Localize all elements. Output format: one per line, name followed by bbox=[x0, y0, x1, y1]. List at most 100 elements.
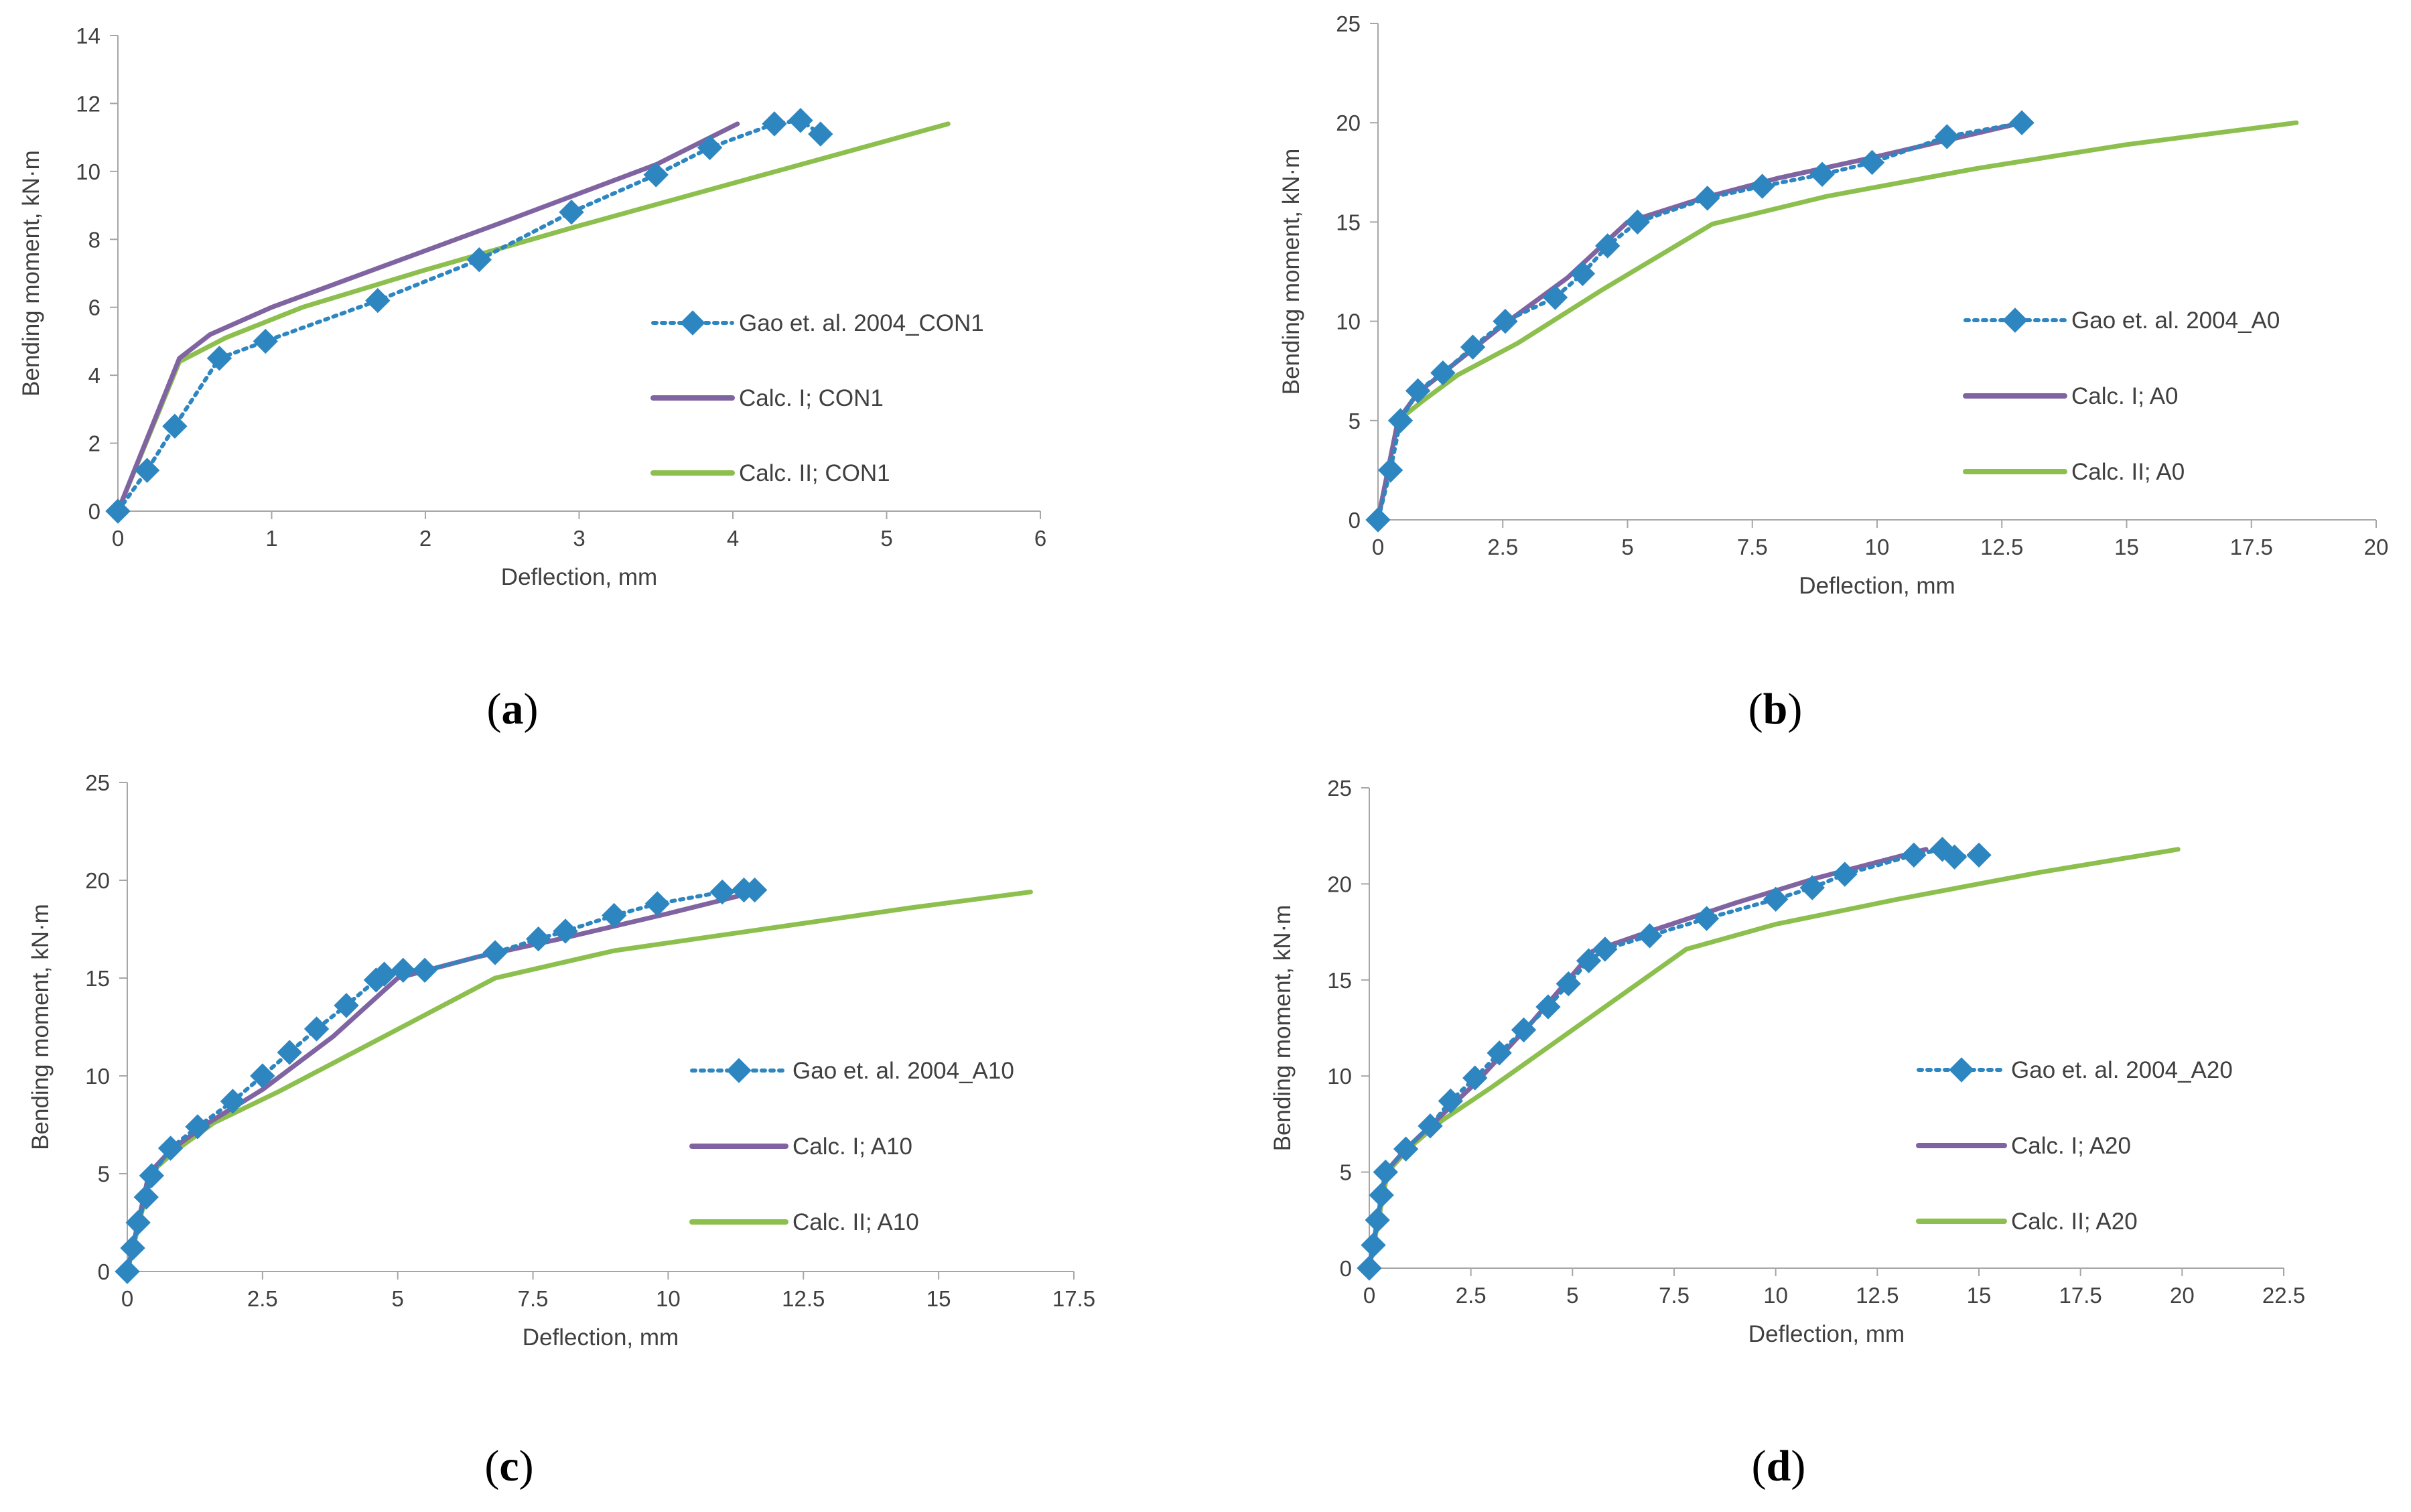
x-tick-label: 7.5 bbox=[1737, 535, 1768, 559]
data-point-marker bbox=[277, 1040, 302, 1065]
y-tick-label: 25 bbox=[1336, 11, 1361, 36]
x-tick-label: 7.5 bbox=[1659, 1283, 1690, 1308]
data-point-marker bbox=[525, 926, 551, 952]
data-point-marker bbox=[391, 957, 416, 983]
data-point-marker bbox=[1556, 971, 1581, 997]
data-point-marker bbox=[253, 328, 279, 354]
x-tick-label: 10 bbox=[1763, 1283, 1788, 1308]
y-tick-label: 12 bbox=[76, 91, 100, 116]
legend-label: Gao et. al. 2004_A20 bbox=[2011, 1057, 2233, 1083]
panel-label-letter: b bbox=[1763, 685, 1788, 734]
x-tick-label: 5 bbox=[1566, 1283, 1578, 1308]
chart-c: 0 5 10 15 20 25 0 2.5 5 7.5 10 12.5 15 17.5 Deflection… bbox=[27, 770, 1095, 1491]
y-tick-label: 25 bbox=[85, 770, 110, 795]
data-point-marker bbox=[365, 287, 391, 314]
legend: Gao et. al. 2004_CON1 Calc. I; CON1 Calc. … bbox=[650, 310, 984, 486]
y-tick-label: 6 bbox=[88, 295, 100, 320]
x-tick-label: 4 bbox=[727, 526, 739, 551]
data-point-marker bbox=[1592, 937, 1618, 962]
data-point-marker bbox=[1637, 923, 1663, 949]
legend-label: Calc. II; A10 bbox=[793, 1209, 919, 1235]
data-point-marker bbox=[482, 940, 508, 965]
y-tick-label: 0 bbox=[1340, 1256, 1352, 1281]
y-tick-label: 15 bbox=[1336, 210, 1361, 234]
data-point-marker bbox=[1393, 1136, 1419, 1162]
legend-label: Calc. I; CON1 bbox=[739, 385, 884, 411]
data-point-marker bbox=[1418, 1113, 1443, 1139]
y-tick-label: 20 bbox=[85, 868, 110, 893]
data-point-marker bbox=[1377, 458, 1403, 483]
data-point-marker bbox=[1934, 124, 1960, 149]
y-tick-label: 10 bbox=[76, 159, 100, 184]
x-tick-label: 2.5 bbox=[247, 1286, 278, 1311]
legend-label: Gao et. al. 2004_A0 bbox=[2071, 307, 2280, 334]
data-point-marker bbox=[762, 111, 787, 137]
data-point-marker bbox=[643, 162, 669, 188]
y-tick-label: 20 bbox=[1327, 872, 1352, 896]
x-tick-label: 2 bbox=[419, 526, 431, 551]
data-point-marker bbox=[157, 1136, 184, 1161]
data-point-marker bbox=[601, 902, 627, 929]
data-point-marker bbox=[1570, 261, 1596, 287]
x-tick-label: 0 bbox=[1363, 1283, 1375, 1308]
y-tick-label: 15 bbox=[85, 966, 110, 991]
data-point-marker bbox=[1594, 233, 1621, 259]
data-point-marker bbox=[1365, 1207, 1390, 1233]
data-point-marker bbox=[125, 1210, 151, 1235]
data-point-marker bbox=[1487, 1040, 1512, 1066]
legend-diamond-marker bbox=[2002, 307, 2028, 333]
y-tick-label: 10 bbox=[1327, 1064, 1352, 1089]
data-point-marker bbox=[559, 200, 584, 225]
y-tick-label: 5 bbox=[98, 1162, 110, 1186]
data-point-marker bbox=[303, 1016, 330, 1042]
data-point-marker bbox=[1361, 1232, 1386, 1258]
data-point-marker bbox=[134, 458, 160, 483]
x-tick-label: 3 bbox=[573, 526, 585, 551]
data-point-marker bbox=[1929, 837, 1955, 862]
data-point-marker bbox=[1694, 906, 1720, 931]
data-point-marker bbox=[1369, 1182, 1394, 1208]
x-tick-label: 17.5 bbox=[1052, 1286, 1095, 1311]
x-tick-label: 12.5 bbox=[1856, 1283, 1899, 1308]
data-point-marker bbox=[1387, 408, 1414, 433]
legend-label: Calc. II; CON1 bbox=[739, 460, 890, 486]
legend-diamond-marker bbox=[680, 310, 705, 336]
x-axis-title: Deflection, mm bbox=[1799, 573, 1955, 599]
data-point-marker bbox=[644, 891, 670, 916]
y-tick-label: 14 bbox=[76, 23, 100, 48]
chart-d: 0 5 10 15 20 25 0 2.5 5 7.5 10 12.5 15 17.5 20 22.5 Defl… bbox=[1269, 776, 2305, 1491]
panel-label: (b) bbox=[1748, 685, 1803, 734]
x-tick-label: 20 bbox=[2170, 1283, 2195, 1308]
panel-label-letter: d bbox=[1767, 1442, 1791, 1491]
data-point-marker bbox=[1462, 1065, 1488, 1091]
data-point-marker bbox=[1941, 844, 1968, 870]
legend-label: Gao et. al. 2004_CON1 bbox=[739, 310, 984, 336]
data-point-marker bbox=[412, 957, 437, 983]
panel-label-open-paren: ( bbox=[487, 685, 502, 734]
legend-label: Calc. I; A10 bbox=[793, 1133, 912, 1160]
data-point-marker bbox=[334, 993, 359, 1018]
data-point-marker bbox=[1901, 842, 1927, 868]
data-point-marker bbox=[1511, 1017, 1537, 1043]
legend-label: Calc. II; A20 bbox=[2011, 1209, 2138, 1235]
x-tick-label: 7.5 bbox=[518, 1286, 549, 1311]
data-point-marker bbox=[1966, 842, 1992, 868]
data-point-marker bbox=[709, 879, 735, 905]
x-tick-label: 5 bbox=[880, 526, 892, 551]
panel-label-open-paren: ( bbox=[484, 1442, 499, 1491]
y-tick-label: 2 bbox=[88, 431, 100, 456]
panel-label-open-paren: ( bbox=[1748, 685, 1763, 734]
y-tick-label: 0 bbox=[98, 1259, 110, 1284]
data-point-marker bbox=[1438, 1088, 1464, 1114]
data-point-marker bbox=[105, 498, 131, 524]
data-point-marker bbox=[788, 108, 813, 133]
x-tick-label: 12.5 bbox=[1980, 535, 2023, 559]
x-tick-label: 17.5 bbox=[2059, 1283, 2102, 1308]
legend-label: Calc. I; A0 bbox=[2071, 383, 2179, 409]
panel-label-close-paren: ) bbox=[524, 685, 539, 734]
panel-label: (c) bbox=[484, 1442, 533, 1491]
data-point-marker bbox=[220, 1089, 246, 1114]
x-tick-label: 1 bbox=[265, 526, 277, 551]
